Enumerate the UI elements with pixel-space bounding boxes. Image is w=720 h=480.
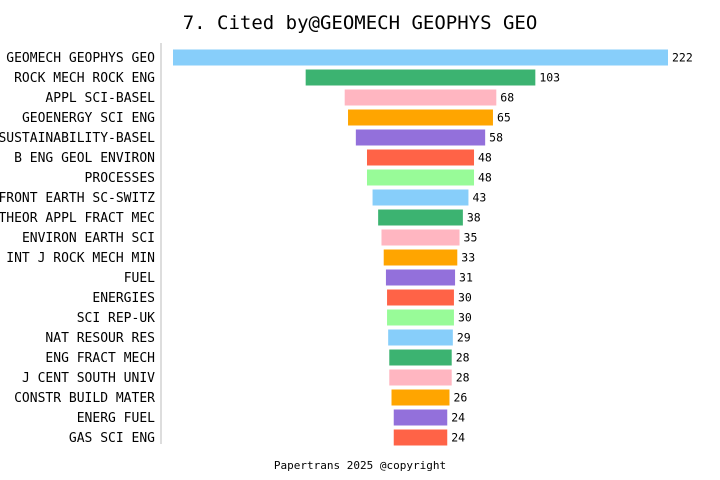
category-label-19: ENERG FUEL bbox=[77, 411, 155, 426]
category-label-17: J CENT SOUTH UNIV bbox=[22, 371, 155, 386]
category-labels-group: GEOMECH GEOPHYS GEO ROCK MECH ROCK ENG APP… bbox=[0, 51, 155, 446]
bar-7 bbox=[366, 169, 475, 186]
value-label-8: 43 bbox=[472, 191, 486, 205]
value-label-14: 30 bbox=[458, 311, 472, 325]
bar-20 bbox=[393, 429, 448, 446]
category-label-18: CONSTR BUILD MATER bbox=[14, 391, 155, 406]
value-label-10: 35 bbox=[464, 231, 478, 245]
category-label-7: PROCESSES bbox=[85, 171, 155, 186]
value-label-13: 30 bbox=[458, 291, 472, 305]
category-label-3: APPL SCI-BASEL bbox=[45, 91, 155, 106]
category-label-11: INT J ROCK MECH MIN bbox=[6, 251, 155, 266]
category-label-4: GEOENERGY SCI ENG bbox=[22, 111, 155, 126]
value-label-2: 103 bbox=[539, 71, 560, 85]
bar-13 bbox=[387, 289, 454, 306]
category-label-1: GEOMECH GEOPHYS GEO bbox=[6, 51, 155, 66]
bar-11 bbox=[383, 249, 458, 266]
bar-16 bbox=[389, 349, 452, 366]
category-label-12: FUEL bbox=[124, 271, 155, 286]
category-label-8: FRONT EARTH SC-SWITZ bbox=[0, 191, 155, 206]
value-label-1: 222 bbox=[672, 51, 693, 65]
bar-1 bbox=[173, 49, 668, 66]
bar-3 bbox=[344, 89, 497, 106]
value-labels-group: 222 103 68 65 58 48 48 43 38 35 33 31 30 30 29 28 28 26 24… bbox=[451, 51, 693, 445]
bar-12 bbox=[385, 269, 456, 286]
bar-6 bbox=[366, 149, 475, 166]
category-label-9: THEOR APPL FRACT MEC bbox=[0, 211, 155, 226]
bar-19 bbox=[393, 409, 448, 426]
value-label-12: 31 bbox=[459, 271, 473, 285]
bar-18 bbox=[391, 389, 450, 406]
value-label-15: 29 bbox=[457, 331, 471, 345]
category-label-15: NAT RESOUR RES bbox=[45, 331, 155, 346]
value-label-9: 38 bbox=[467, 211, 481, 225]
bar-15 bbox=[388, 329, 453, 346]
category-label-2: ROCK MECH ROCK ENG bbox=[14, 71, 155, 86]
value-label-16: 28 bbox=[456, 351, 470, 365]
category-label-14: SCI REP-UK bbox=[77, 311, 155, 326]
bar-5 bbox=[355, 129, 486, 146]
bar-4 bbox=[348, 109, 493, 126]
bar-10 bbox=[381, 229, 460, 246]
bar-14 bbox=[387, 309, 454, 326]
copyright-footer: Papertrans 2025 @copyright bbox=[274, 459, 446, 472]
value-label-11: 33 bbox=[461, 251, 475, 265]
bar-2 bbox=[305, 69, 536, 86]
category-label-10: ENVIRON EARTH SCI bbox=[22, 231, 155, 246]
chart-title: 7. Cited by@GEOMECH GEOPHYS GEO bbox=[183, 12, 538, 34]
value-label-6: 48 bbox=[478, 151, 492, 165]
category-label-6: B ENG GEOL ENVIRON bbox=[14, 151, 155, 166]
bars-group bbox=[173, 49, 668, 446]
value-label-3: 68 bbox=[500, 91, 514, 105]
value-label-17: 28 bbox=[456, 371, 470, 385]
value-label-20: 24 bbox=[451, 431, 465, 445]
category-label-16: ENG FRACT MECH bbox=[45, 351, 155, 366]
value-label-19: 24 bbox=[451, 411, 465, 425]
bar-9 bbox=[378, 209, 463, 226]
bar-8 bbox=[372, 189, 469, 206]
value-label-7: 48 bbox=[478, 171, 492, 185]
value-label-18: 26 bbox=[453, 391, 467, 405]
category-label-5: SUSTAINABILITY-BASEL bbox=[0, 131, 155, 146]
value-label-5: 58 bbox=[489, 131, 503, 145]
category-label-13: ENERGIES bbox=[92, 291, 155, 306]
bar-17 bbox=[389, 369, 452, 386]
value-label-4: 65 bbox=[497, 111, 511, 125]
category-label-20: GAS SCI ENG bbox=[69, 431, 155, 446]
